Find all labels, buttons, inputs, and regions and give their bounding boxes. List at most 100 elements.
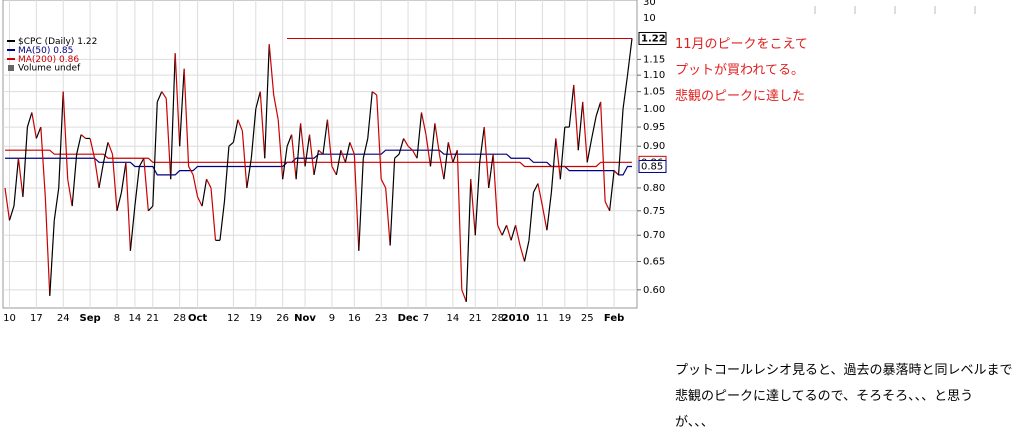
decor [814, 6, 976, 14]
y-tick-label: 0.60 [643, 285, 665, 296]
price-segment [537, 183, 544, 207]
price-segment [93, 158, 100, 189]
price-segment [380, 178, 387, 189]
price-segment [425, 134, 432, 167]
price-segment [156, 91, 163, 103]
x-tick-label: 28 [173, 313, 186, 324]
price-segment [308, 134, 315, 175]
x-tick-label: 17 [30, 313, 43, 324]
annotation-line: 悲観のピークに達した [675, 89, 806, 104]
price-segment [161, 91, 167, 99]
y-tick-label: 0.70 [643, 230, 665, 241]
price-segment [13, 158, 20, 207]
price-segment [385, 187, 391, 246]
price-segment [174, 53, 181, 147]
price-segment [434, 123, 441, 155]
price-segment [286, 134, 293, 147]
legend-label: $CPC (Daily) 1.22 [18, 37, 97, 47]
price-segment [4, 187, 11, 221]
price-segment [76, 134, 82, 155]
price-segment [58, 91, 64, 188]
price-segment [22, 127, 28, 197]
x-tick-label: 9 [329, 313, 335, 324]
annotation-line: プットが買われてる。 [675, 63, 804, 78]
legend-swatch [8, 65, 14, 71]
price-segment [273, 94, 279, 120]
x-tick-label: 21 [469, 313, 482, 324]
price-segment [420, 112, 427, 135]
price-segment [26, 112, 33, 128]
y-tick-label: 1.10 [643, 70, 665, 81]
price-segment [510, 225, 517, 241]
price-segment [268, 44, 275, 96]
price-segment [626, 38, 633, 76]
price-segment [613, 170, 619, 176]
price-segment [299, 123, 306, 167]
price-segment [282, 146, 288, 180]
price-segment [264, 44, 270, 159]
price-segment [497, 225, 503, 236]
legend-name: $CPC (Daily) [18, 37, 74, 47]
price-segment [447, 142, 454, 163]
x-tick-label: 26 [276, 313, 289, 324]
price-segment [443, 142, 449, 180]
x-tick-label: Oct [188, 313, 207, 324]
price-segment [532, 183, 539, 193]
price-segment [335, 150, 342, 176]
price-segment [519, 245, 526, 262]
price-segment [232, 119, 239, 143]
x-tick-label: Sep [80, 313, 101, 324]
price-segment [62, 91, 69, 180]
price-segment [197, 196, 203, 207]
price-segment [246, 158, 252, 189]
y-tick-label: 0.95 [643, 122, 665, 133]
x-tick-label: Feb [604, 313, 624, 324]
price-segment [541, 205, 548, 231]
price-segment [291, 134, 297, 180]
price-segment [340, 149, 346, 163]
price-segment [326, 119, 333, 167]
price-segment [219, 201, 226, 241]
legend-name: MA(50) [18, 46, 50, 56]
x-tick-label: 25 [581, 313, 594, 324]
price-segment [250, 108, 257, 159]
x-tick-label: Nov [294, 313, 316, 324]
price-segment [241, 130, 248, 188]
price-segment [609, 170, 615, 211]
price-segment [492, 154, 499, 226]
price-segment [259, 91, 266, 159]
annotation: 11月のピークをこえて プットが買われてる。 悲観のピークに達した [675, 32, 808, 110]
price-segment [501, 225, 508, 236]
price-segment [514, 225, 521, 246]
price-segment [188, 166, 194, 176]
last-value-label: 1.22 [641, 33, 666, 44]
price-segment [318, 149, 324, 155]
price-segment [80, 134, 87, 139]
x-tick-label: Dec [398, 313, 419, 324]
price-segment [179, 68, 185, 147]
price-segment [452, 149, 458, 163]
price-segment [506, 225, 512, 241]
legend-value: 0.86 [59, 55, 79, 65]
legend-label: MA(200) 0.86 [18, 55, 79, 65]
price-segment [17, 158, 24, 197]
marks [4, 37, 633, 303]
price-segment [403, 138, 409, 147]
price-segment [389, 158, 396, 246]
x-tick-label: 8 [114, 313, 120, 324]
x-tick-label: 28 [491, 313, 504, 324]
y-tick-label: 1.15 [643, 54, 665, 65]
price-segment [165, 98, 172, 180]
x-tick-label: 24 [57, 313, 70, 324]
price-segment [295, 123, 302, 180]
legend-label: MA(50) 0.85 [18, 46, 73, 56]
price-segment [376, 94, 382, 180]
x-tick-label: 2010 [502, 313, 530, 324]
price-segment [44, 196, 51, 296]
price-segment [49, 220, 55, 296]
price-segment [407, 145, 413, 151]
x-tick-label: 10 [3, 313, 16, 324]
price-segment [577, 101, 584, 151]
y-tick-label: 0.65 [643, 256, 665, 267]
price-segment [586, 138, 593, 163]
